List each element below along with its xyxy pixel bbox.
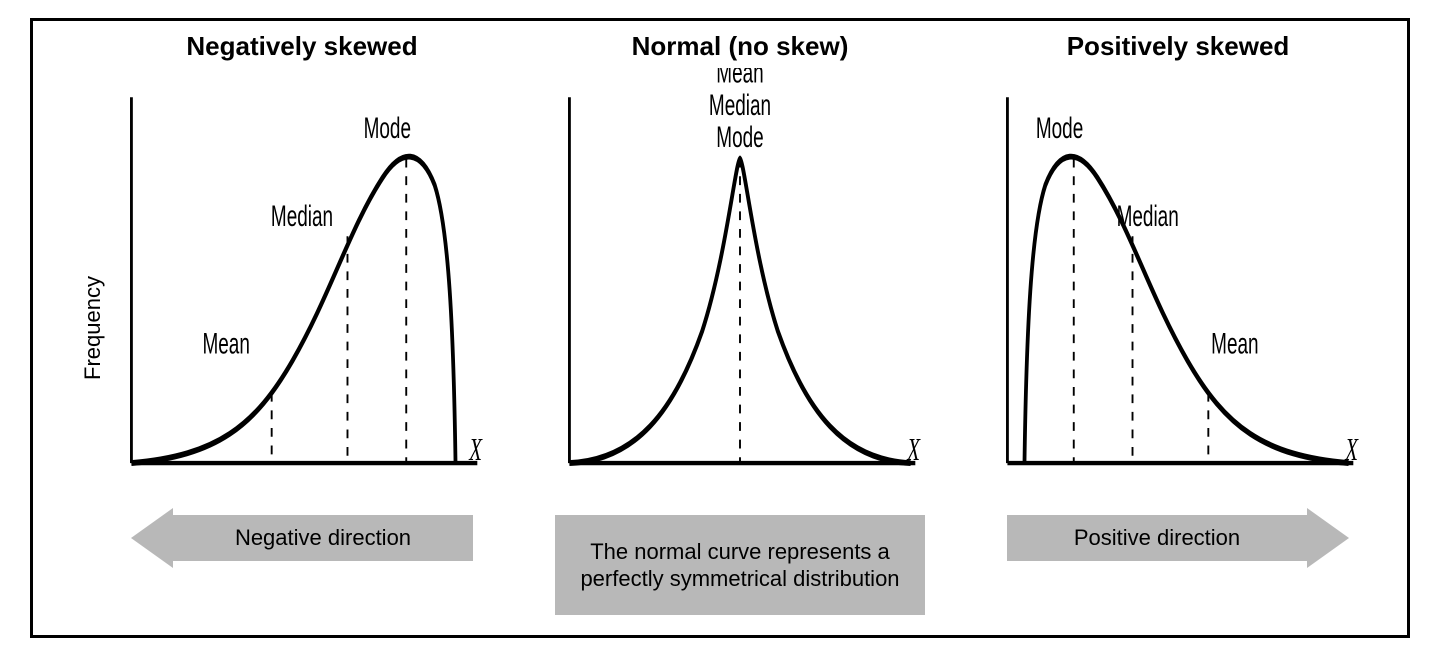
normal-caption: The normal curve represents a perfectly …: [555, 515, 925, 615]
panel-negative-chart: Mean Median Mode X: [103, 68, 501, 507]
normal-svg: Mean Median Mode X: [541, 68, 939, 507]
positive-direction-label: Positive direction: [1007, 515, 1307, 561]
negative-direction-label: Negative direction: [173, 515, 473, 561]
normal-median-label: Median: [709, 90, 771, 122]
panel-negative-title: Negatively skewed: [186, 31, 417, 62]
panel-normal-chart: Mean Median Mode X: [541, 68, 939, 507]
panel-positive: Positively skewed Mode Median Mean X: [979, 31, 1377, 620]
pos-x-label: X: [1345, 432, 1360, 468]
pos-mean-label: Mean: [1211, 328, 1258, 360]
neg-median-label: Median: [271, 201, 333, 233]
panel-positive-bottom: Positive direction: [979, 515, 1377, 620]
neg-mode-label: Mode: [364, 113, 411, 145]
positive-direction-arrow: Positive direction: [1007, 515, 1349, 561]
neg-x-label: X: [469, 432, 484, 468]
panel-positive-title: Positively skewed: [1067, 31, 1290, 62]
panel-normal: Normal (no skew) Mean Median Mode X The …: [541, 31, 939, 620]
neg-mean-label: Mean: [202, 328, 249, 360]
panel-normal-title: Normal (no skew): [632, 31, 849, 62]
arrow-left-icon: [131, 508, 173, 568]
neg-skew-svg: Mean Median Mode X: [103, 68, 501, 507]
figure-frame: Frequency Negatively skewed Mean Median: [30, 18, 1410, 638]
pos-skew-svg: Mode Median Mean X: [979, 68, 1377, 507]
arrow-right-icon: [1307, 508, 1349, 568]
normal-curve: [569, 159, 910, 463]
normal-mode-label: Mode: [716, 122, 763, 154]
panel-negative: Negatively skewed Mean Median Mode X: [103, 31, 501, 620]
normal-x-label: X: [907, 432, 922, 468]
panels-row: Negatively skewed Mean Median Mode X: [103, 31, 1377, 620]
panel-normal-bottom: The normal curve represents a perfectly …: [541, 515, 939, 620]
pos-mode-label: Mode: [1036, 113, 1083, 145]
pos-median-label: Median: [1117, 201, 1179, 233]
panel-positive-chart: Mode Median Mean X: [979, 68, 1377, 507]
panel-negative-bottom: Negative direction: [103, 515, 501, 620]
normal-mean-label: Mean: [716, 68, 763, 90]
negative-direction-arrow: Negative direction: [131, 515, 473, 561]
